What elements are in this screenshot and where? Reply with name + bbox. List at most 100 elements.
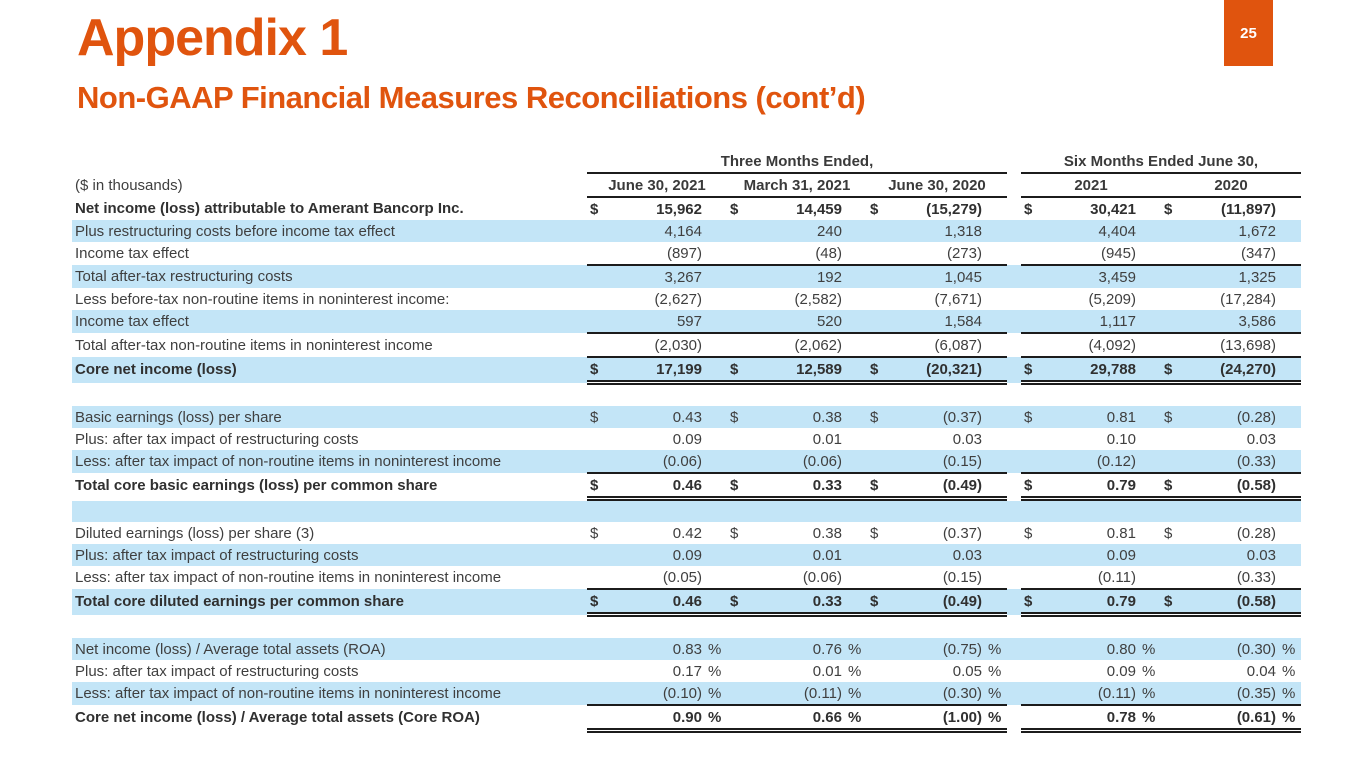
cell-dollar: $ — [1161, 589, 1183, 617]
cell-value: (0.10) — [609, 682, 705, 706]
period-group-header: Six Months Ended June 30, — [1021, 150, 1301, 174]
cell-value: 30,421 — [1090, 200, 1136, 218]
cell-percent: % — [985, 682, 1007, 706]
cell-value: (0.58) — [1183, 589, 1279, 617]
cell-dollar: $ — [870, 524, 879, 542]
table-row: Less: after tax impact of non-routine it… — [72, 450, 1301, 474]
cell-value: 3,586 — [1183, 310, 1279, 334]
column-gap — [1007, 450, 1021, 473]
column-gap — [1007, 265, 1021, 288]
page-number: 25 — [1240, 24, 1257, 42]
cell-percent — [705, 406, 727, 428]
cell-percent — [985, 220, 1007, 242]
column-gap — [1007, 428, 1021, 450]
cell-percent: % — [1139, 638, 1161, 660]
cell-value: (15,279) — [926, 200, 982, 218]
column-header: June 30, 2020 — [867, 173, 1007, 198]
cell-percent — [845, 473, 867, 501]
cell-percent — [845, 450, 867, 474]
row-label: Core net income (loss) / Average total a… — [75, 709, 480, 727]
cell-percent — [705, 333, 727, 358]
cell-value: (0.06) — [749, 566, 845, 590]
cell-percent — [1139, 310, 1161, 334]
cell-percent — [705, 220, 727, 242]
column-gap — [1007, 242, 1021, 265]
column-gap — [1007, 589, 1021, 615]
cell-dollar: $ — [1161, 473, 1183, 501]
cell-percent — [845, 242, 867, 266]
cell-value: 0.42 — [672, 524, 702, 542]
cell-value: 0.05 — [952, 662, 982, 680]
cell-value: 0.38 — [812, 524, 842, 542]
cell-dollar — [1161, 310, 1183, 334]
cell-dollar — [727, 450, 749, 474]
cell-value: (0.75) — [889, 638, 985, 660]
cell-value: 240 — [749, 220, 845, 242]
cell-dollar: $ — [730, 524, 739, 542]
column-gap — [1007, 173, 1021, 197]
cell-dollar — [867, 638, 889, 660]
cell-dollar: $ — [1024, 524, 1033, 542]
cell-percent — [705, 544, 727, 566]
cell-value: 0.81 — [1106, 524, 1136, 542]
cell-percent: % — [1139, 682, 1161, 706]
cell-dollar — [587, 220, 609, 242]
cell-percent — [1279, 265, 1301, 288]
cell-percent — [1139, 473, 1161, 501]
cell-percent — [1279, 310, 1301, 334]
table-row: Less: after tax impact of non-routine it… — [72, 566, 1301, 590]
cell-dollar — [727, 566, 749, 590]
cell-value: (0.15) — [889, 566, 985, 590]
cell-value: (0.11) — [1043, 682, 1139, 706]
cell-percent — [705, 566, 727, 590]
cell-dollar — [867, 566, 889, 590]
cell-percent — [705, 522, 727, 544]
cell-value: 3,267 — [609, 265, 705, 288]
row-label: Core net income (loss) — [72, 357, 587, 383]
cell-percent — [985, 473, 1007, 501]
cell-dollar — [1161, 544, 1183, 566]
cell-dollar: $ — [1161, 406, 1183, 428]
cell-value: (4,092) — [1043, 333, 1139, 358]
cell-dollar — [587, 450, 609, 474]
cell-percent — [1279, 220, 1301, 242]
cell-dollar — [727, 333, 749, 358]
cell-value: (11,897) — [1220, 200, 1276, 218]
cell-percent — [845, 357, 867, 385]
cell-dollar — [587, 310, 609, 334]
cell-percent: % — [985, 638, 1007, 660]
table-row: Total core diluted earnings per common s… — [72, 589, 1301, 617]
cell-dollar — [1021, 333, 1043, 358]
cell-dollar — [1161, 638, 1183, 660]
period-group-header: Three Months Ended, — [587, 150, 1007, 174]
cell-value: (347) — [1183, 242, 1279, 266]
cell-value: 17,199 — [609, 357, 705, 385]
column-gap — [1007, 522, 1021, 544]
cell-percent: % — [1282, 662, 1296, 680]
cell-dollar — [1021, 705, 1043, 733]
cell-value: (0.37) — [889, 406, 985, 428]
cell-percent — [985, 406, 1007, 428]
table-row: Diluted earnings (loss) per share (3) $0.… — [72, 522, 1301, 544]
cell-percent — [705, 357, 727, 385]
cell-percent — [1279, 522, 1301, 544]
cell-dollar — [867, 450, 889, 474]
cell-value: (0.30) — [1183, 638, 1279, 660]
cell-percent — [845, 288, 867, 310]
column-gap — [1007, 288, 1021, 310]
row-label: Plus: after tax impact of restructuring … — [72, 544, 587, 566]
cell-percent — [1279, 450, 1301, 474]
cell-percent — [705, 310, 727, 334]
cell-percent: % — [845, 638, 867, 660]
cell-dollar — [867, 333, 889, 358]
cell-percent — [1279, 242, 1301, 266]
cell-value: 4,404 — [1043, 220, 1139, 242]
cell-value: 1,045 — [889, 265, 985, 288]
cell-percent: % — [988, 662, 1002, 680]
cell-percent — [845, 428, 867, 450]
cell-percent — [1279, 428, 1301, 450]
cell-percent — [705, 428, 727, 450]
cell-value: (0.49) — [889, 589, 985, 617]
cell-percent — [1139, 450, 1161, 474]
